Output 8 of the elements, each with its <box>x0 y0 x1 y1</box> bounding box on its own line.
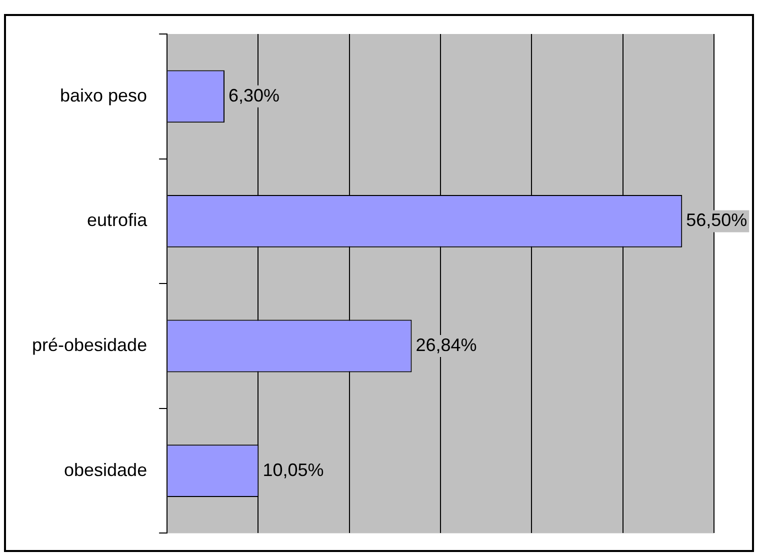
data-label: 10,05% <box>262 460 324 480</box>
data-label: 56,50% <box>686 210 748 230</box>
y-tick-label: eutrofia <box>87 210 148 230</box>
data-label: 6,30% <box>228 85 280 106</box>
y-tick-label: baixo peso <box>60 85 148 106</box>
y-tick-label: pré-obesidade <box>32 334 148 355</box>
data-label: 26,84% <box>416 334 477 355</box>
y-tick-label: obesidade <box>64 460 148 480</box>
